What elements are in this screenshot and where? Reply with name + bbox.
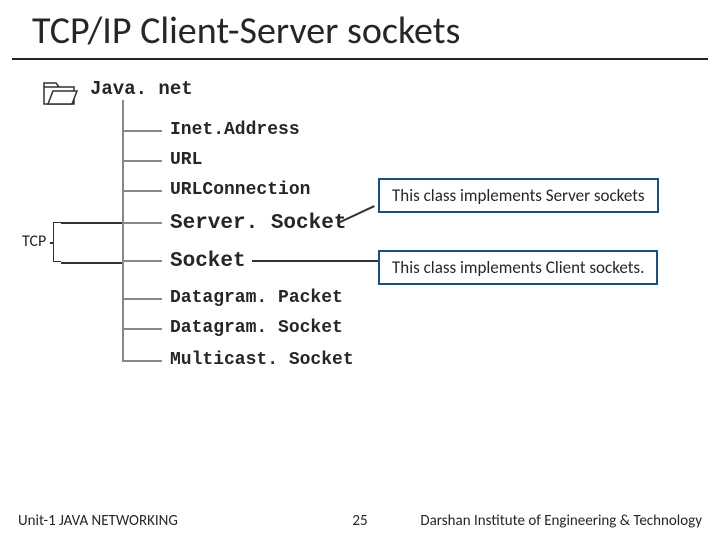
connector-client [252,260,378,262]
diagram-area: Java. net Inet.Address URL URLConnection Se… [0,60,720,460]
tree-branch [122,222,162,224]
class-item: URLConnection [170,180,310,200]
class-item: Inet.Address [170,120,300,140]
tree-branch [122,260,162,262]
tcp-bracket-tail [50,242,53,244]
package-label: Java. net [90,78,193,100]
tree-branch [122,160,162,162]
tree-branch [122,130,162,132]
callout-client: This class implements Client sockets. [378,250,658,285]
class-item: Server. Socket [170,212,346,235]
tree-branch [122,360,162,362]
class-item: Multicast. Socket [170,350,354,370]
class-item: Socket [170,250,246,273]
tcp-label: TCP [22,232,46,251]
bracket-arm [61,262,122,264]
folder-icon [42,82,78,111]
class-item: Datagram. Packet [170,288,343,308]
tree-branch [122,190,162,192]
footer-right: Darshan Institute of Engineering & Techn… [420,512,702,530]
tree-branch [122,328,162,330]
tree-branch [122,298,162,300]
footer: Unit-1 JAVA NETWORKING 25 Darshan Instit… [0,512,720,530]
class-item: Datagram. Socket [170,318,343,338]
tcp-bracket [53,222,61,262]
slide-title: TCP/IP Client-Server sockets [12,0,708,60]
callout-server: This class implements Server sockets [378,178,659,213]
footer-left: Unit-1 JAVA NETWORKING [18,512,178,530]
bracket-arm [61,222,122,224]
footer-page-number: 25 [352,512,367,530]
tree-trunk [122,100,124,360]
class-item: URL [170,150,202,170]
